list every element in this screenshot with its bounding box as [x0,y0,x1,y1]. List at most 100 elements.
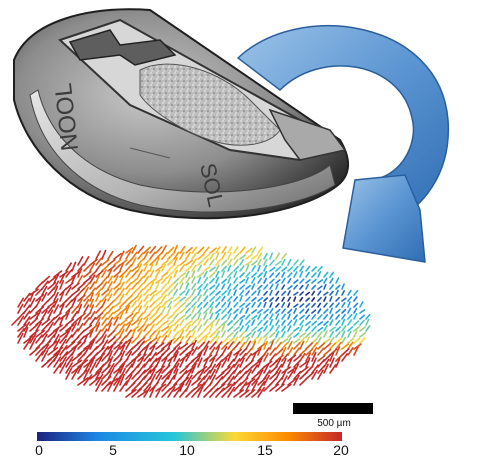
vector-arrow [191,288,196,296]
vector-arrow [173,277,180,284]
vector-arrow [221,245,227,254]
vector-arrow [71,310,79,320]
vector-arrow [179,365,189,374]
vector-arrow [275,266,282,272]
vector-arrow [71,261,77,272]
vector-arrow [353,346,359,356]
vector-arrow [299,291,304,296]
vector-arrow [365,313,371,320]
vector-arrow [329,330,335,338]
vector-arrow [131,388,143,398]
vector-arrow [239,294,243,302]
vector-arrow [233,296,239,302]
vector-arrow [173,264,180,272]
vector-arrow [185,320,193,326]
vector-arrow [281,302,286,308]
vector-arrow [239,352,247,362]
vector-arrow [29,291,35,302]
vector-arrow [281,338,289,344]
vector-arrow [143,337,152,344]
colorbar-tick-20: 20 [333,442,349,458]
vector-arrow [173,296,181,302]
vector-arrow [263,264,268,272]
vector-arrow [227,246,233,254]
vector-arrow [89,270,98,278]
vector-arrow [275,308,281,314]
vector-arrow [281,266,288,272]
vector-arrow [83,286,89,296]
vector-arrow [245,307,249,314]
arrow-head [342,174,426,263]
vector-arrow [233,336,239,344]
vector-arrow [251,319,256,326]
vector-arrow [299,332,307,338]
vector-arrow [125,282,132,290]
vector-arrow [137,269,143,278]
vector-arrow [335,302,340,308]
vector-arrow [215,295,221,302]
vector-arrow [245,336,250,344]
vector-arrow [239,302,246,308]
vector-arrow [113,341,123,350]
vector-arrow [335,331,341,338]
rotation-arrow [236,25,450,263]
vector-arrow [155,257,160,266]
vector-arrow [167,339,173,350]
vector-arrow [215,301,221,308]
vector-arrow [317,265,323,272]
vector-arrow [263,325,268,332]
vector-arrow [179,329,185,338]
vector-arrow [269,353,277,362]
vector-arrow [215,345,221,356]
vector-arrow [311,357,317,368]
vector-arrow [287,347,294,356]
vector-arrow [149,263,154,272]
vector-arrow [77,369,88,380]
vector-arrow [77,256,84,266]
vector-arrow [173,376,183,386]
vector-arrow [299,371,309,380]
vector-arrow [299,308,305,314]
vector-arrow [275,272,281,278]
vector-arrow [245,290,250,296]
vector-arrow [203,307,210,314]
vector-arrow [131,312,138,320]
vector-arrow [179,357,186,368]
vector-arrow [65,362,73,374]
vector-arrow [179,307,186,314]
vector-arrow [149,258,157,266]
vector-arrow [269,307,274,314]
vector-arrow [167,329,172,338]
vector-arrow [299,270,304,278]
vector-arrow [131,300,137,308]
vector-arrow [107,293,113,302]
vector-arrow [107,264,116,272]
vector-arrow [179,251,185,260]
vector-arrow [257,353,266,362]
vector-arrow [305,331,312,338]
vector-arrow [137,276,144,284]
vector-arrow [131,347,140,356]
vector-arrow [233,246,239,254]
vector-arrow [209,277,215,284]
vector-arrow [263,374,270,386]
vector-arrow [191,346,198,356]
vector-arrow [35,281,44,290]
vector-arrow [239,331,246,338]
vector-arrow [35,329,46,338]
vector-arrow [83,374,93,386]
vector-arrow [59,344,68,356]
vector-arrow [323,338,331,344]
vector-arrow [101,328,108,338]
vector-arrow [71,305,79,314]
vector-arrow [293,363,300,374]
vector-arrow [113,345,121,356]
vector-arrow [347,341,354,350]
vector-arrow [185,259,193,266]
vector-arrow [359,332,366,338]
vector-arrow [221,259,228,266]
vector-arrow [161,374,170,386]
vector-arrow [233,326,240,332]
vector-arrow [281,271,286,278]
vector-arrow [257,380,266,392]
